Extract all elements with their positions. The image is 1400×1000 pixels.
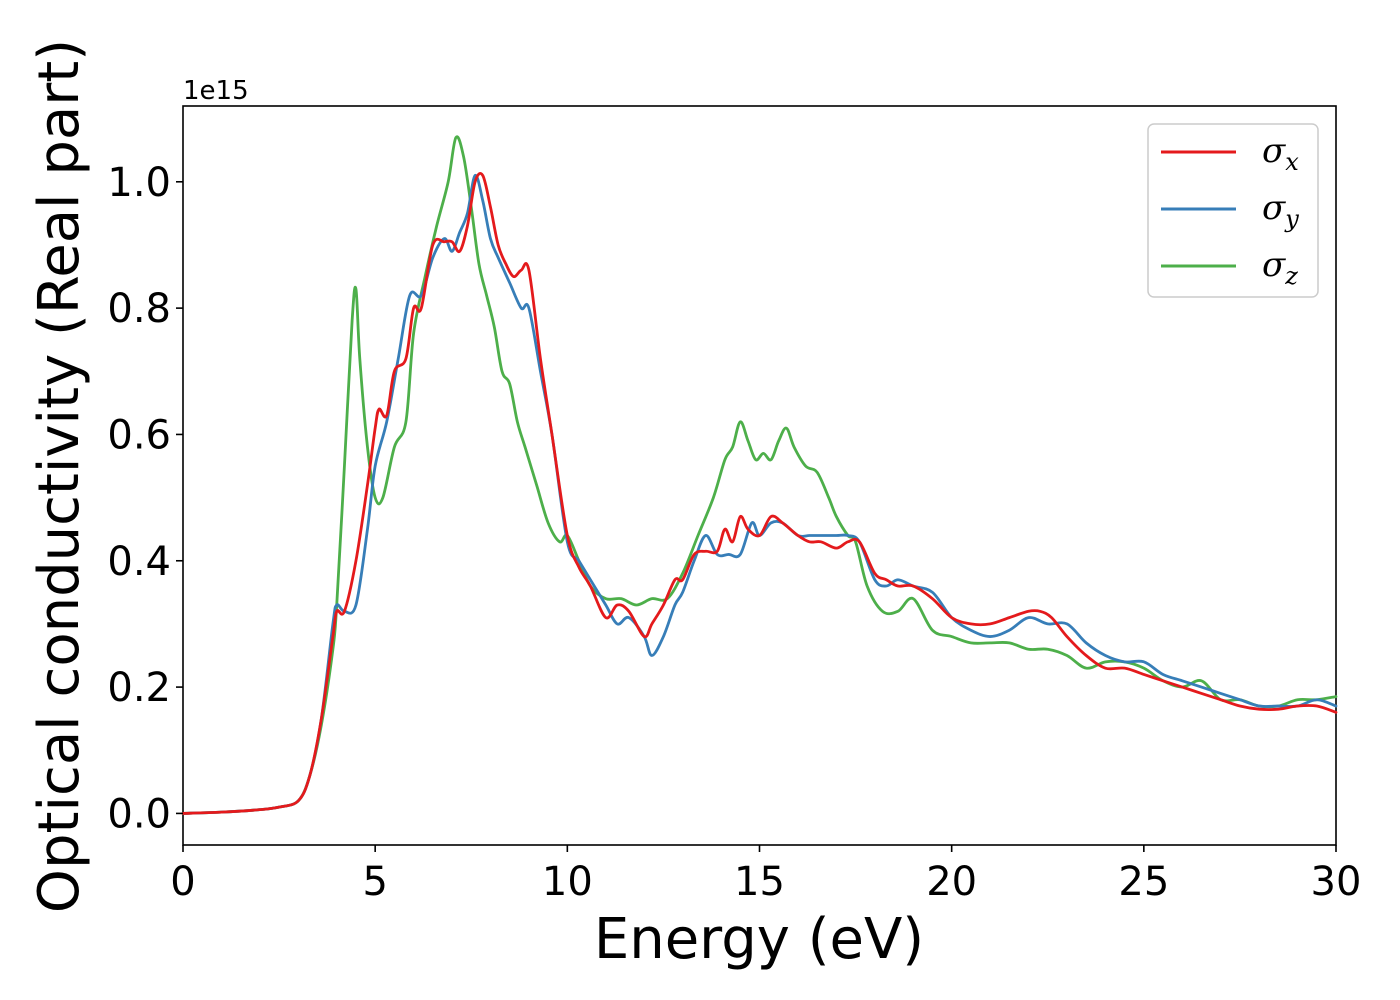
x-ticks: 0 5 10 15 20 25 30 — [170, 845, 1361, 905]
x-tick-label: 0 — [170, 859, 195, 905]
y-tick-label: 0.8 — [107, 286, 171, 332]
y-axis-label: Optical conductivity (Real part) — [27, 39, 92, 913]
x-tick-label: 15 — [734, 859, 785, 905]
y-tick-label: 0.6 — [107, 412, 171, 458]
series-line-y — [181, 174, 1338, 815]
y-tick-label: 1.0 — [107, 160, 171, 206]
plot-area-frame — [182, 105, 1337, 846]
y-ticks: 0.0 0.2 0.4 0.6 0.8 1.0 — [107, 160, 183, 837]
series-line-x — [181, 172, 1338, 815]
legend-subscript-y: y — [1284, 205, 1299, 233]
x-tick-label: 25 — [1118, 859, 1169, 905]
legend-subscript-x: x — [1285, 148, 1299, 176]
x-tick-label: 5 — [362, 859, 387, 905]
x-tick-label: 10 — [542, 859, 593, 905]
y-tick-label: 0.2 — [107, 665, 171, 711]
series-layer — [181, 135, 1338, 815]
x-tick-label: 20 — [926, 859, 977, 905]
x-axis-label: Energy (eV) — [594, 907, 924, 972]
x-tick-label: 30 — [1311, 859, 1362, 905]
y-tick-label: 0.4 — [107, 539, 171, 585]
y-tick-label: 0.0 — [107, 791, 171, 837]
y-offset-label: 1e15 — [183, 76, 249, 106]
legend-subscript-z: z — [1284, 262, 1298, 290]
